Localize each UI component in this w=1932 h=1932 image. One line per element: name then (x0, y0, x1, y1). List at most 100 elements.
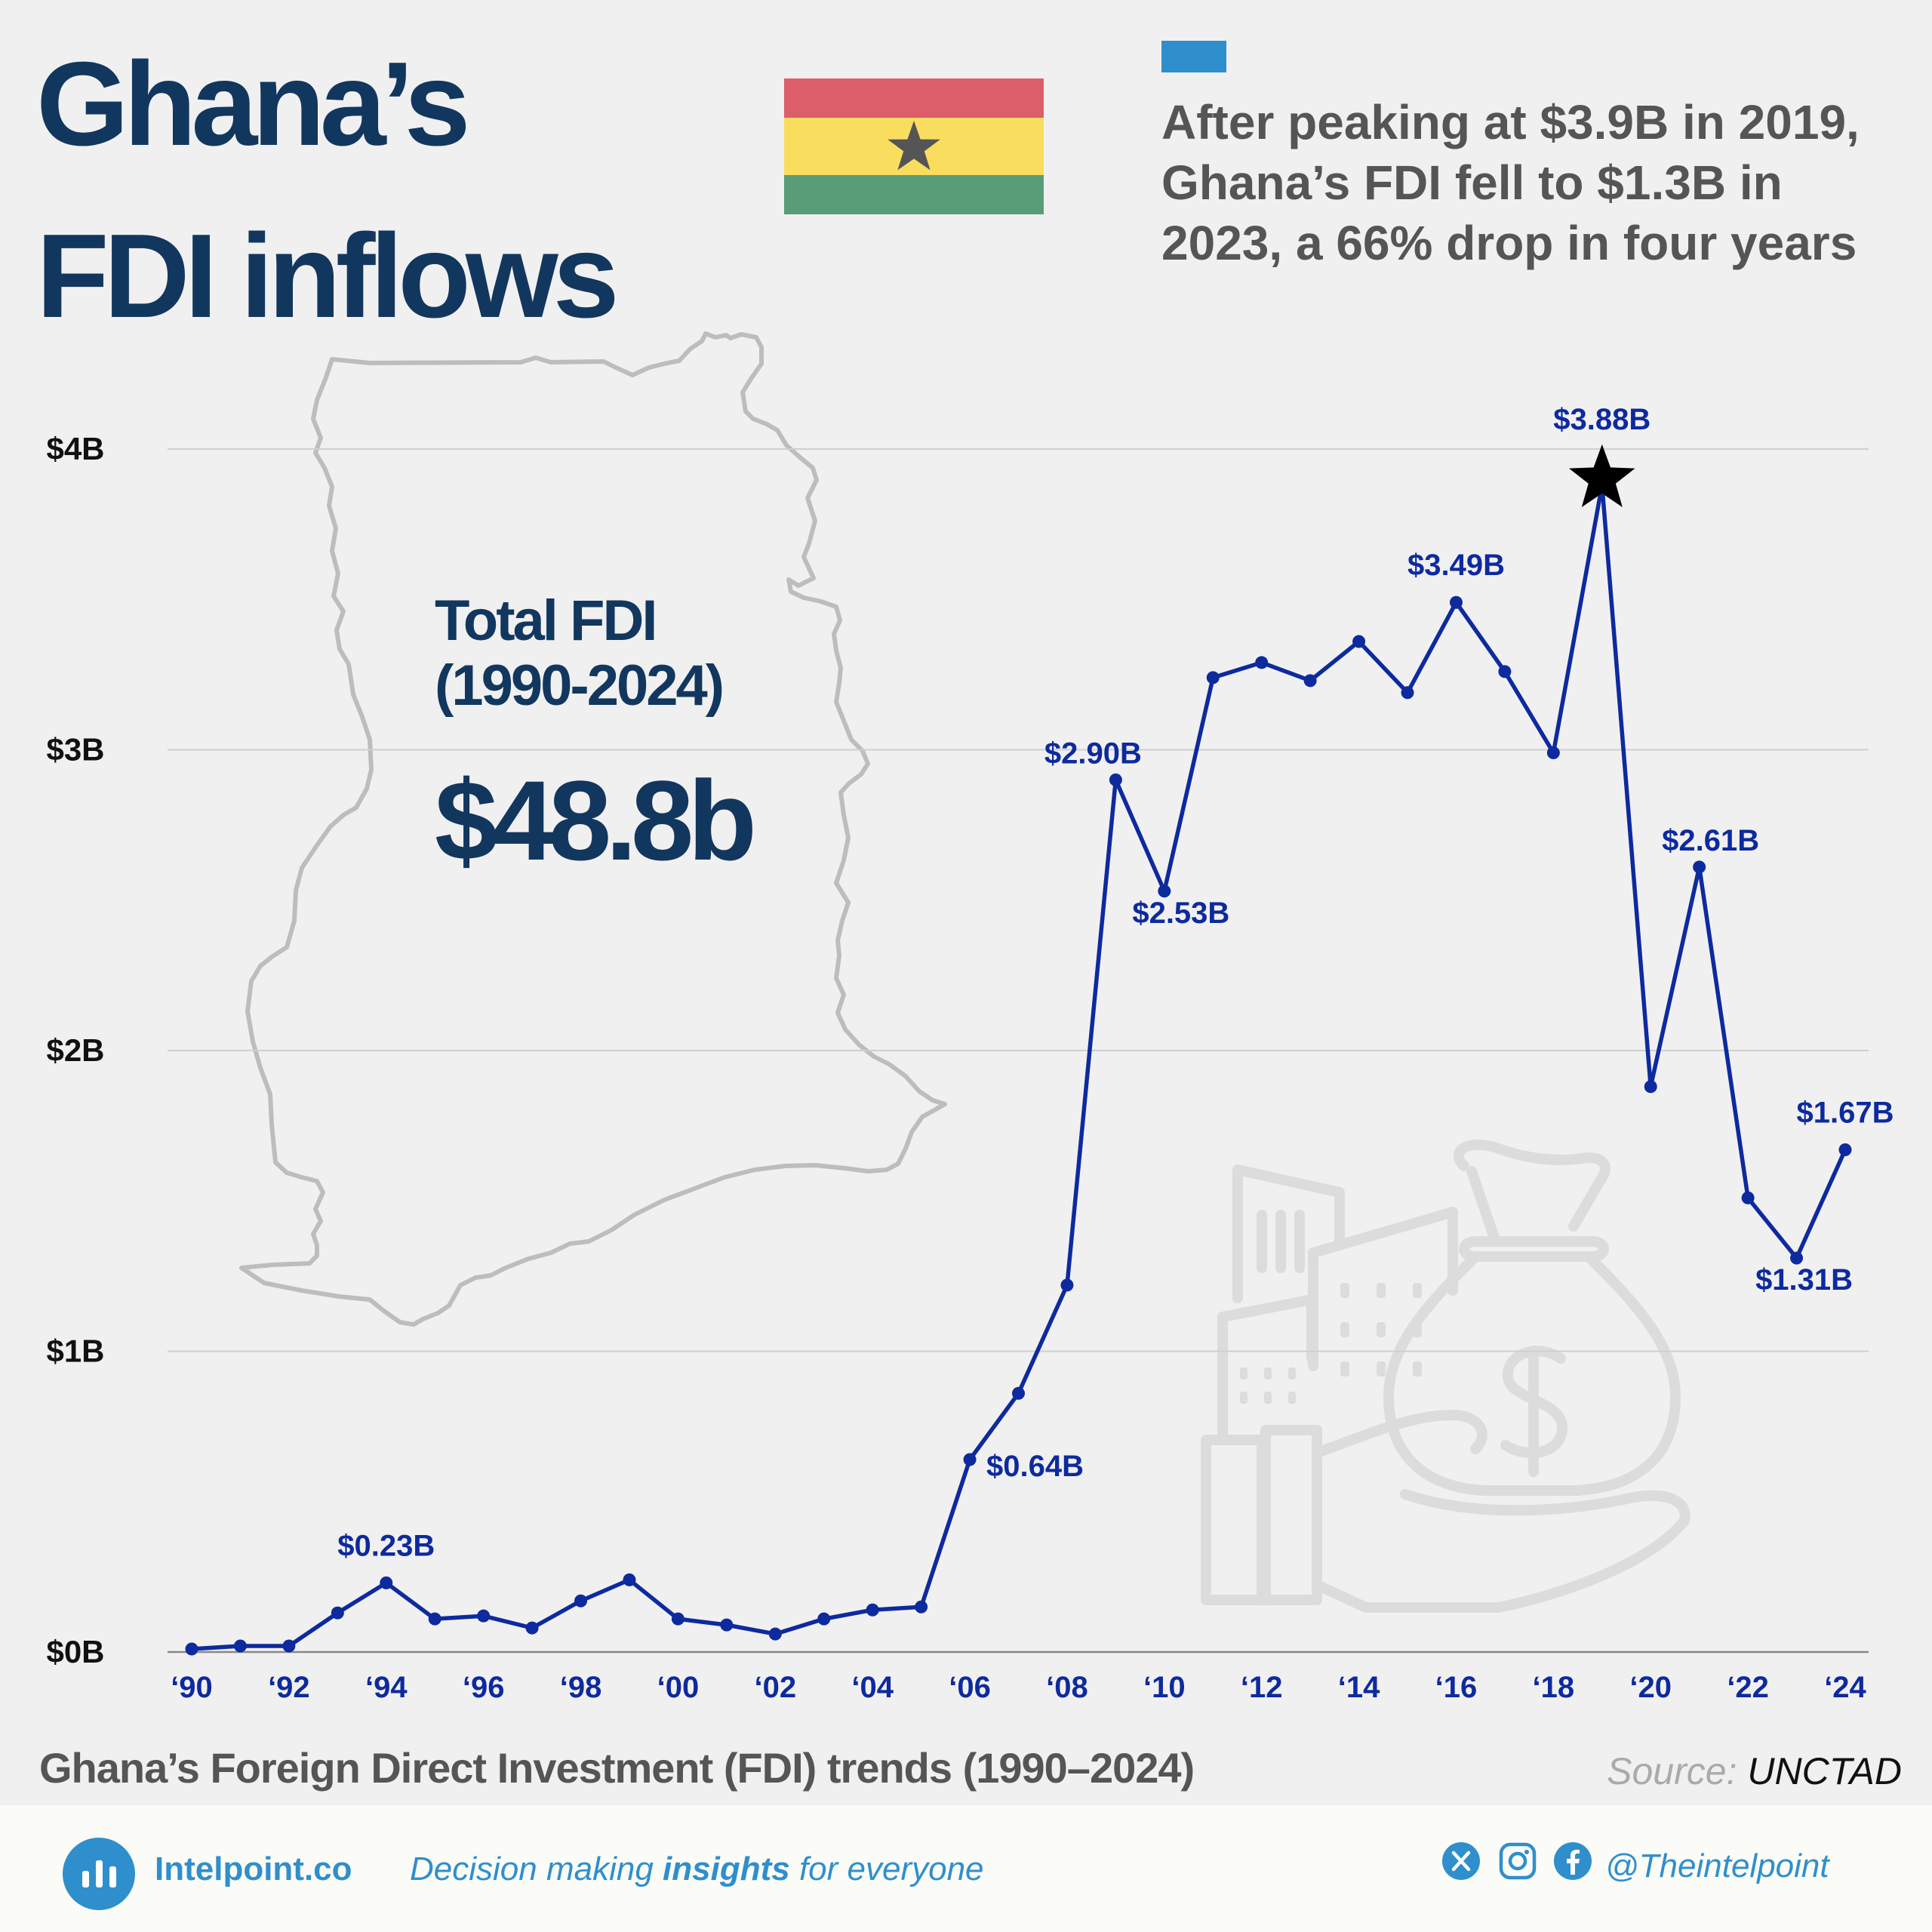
building-window (1340, 1283, 1349, 1298)
data-point (1158, 884, 1171, 898)
peak-star (1569, 444, 1635, 507)
facebook-icon[interactable] (1553, 1841, 1592, 1881)
building-window (1413, 1361, 1422, 1377)
data-label: $0.23B (337, 1529, 435, 1562)
data-point (963, 1453, 977, 1466)
data-point (1012, 1386, 1025, 1400)
y-tick-label: $4B (46, 431, 104, 466)
tagline-start: Decision making (410, 1850, 663, 1887)
legend-swatch (1161, 41, 1226, 72)
x-tick-label: ‘10 (1143, 1671, 1186, 1704)
x-tick-label: ‘06 (949, 1671, 991, 1704)
source-value: UNCTAD (1747, 1750, 1902, 1792)
data-point (477, 1609, 491, 1623)
x-tick-label: ‘16 (1435, 1671, 1478, 1704)
data-label: $1.67B (1797, 1097, 1894, 1130)
data-point (1546, 746, 1560, 759)
social-handle[interactable]: @Theintelpoint (1605, 1847, 1829, 1884)
data-point (428, 1612, 441, 1626)
building-window (1377, 1283, 1386, 1298)
data-point (525, 1621, 539, 1635)
data-point (768, 1627, 782, 1641)
footer: Intelpoint.co Decision making insights f… (0, 1805, 1932, 1932)
data-point (1498, 665, 1512, 678)
data-point (1352, 635, 1366, 648)
building-window (1340, 1361, 1349, 1377)
data-point (233, 1639, 247, 1653)
source-label: Source: (1607, 1750, 1737, 1792)
data-label: $0.64B (986, 1450, 1084, 1483)
data-point (1060, 1278, 1074, 1292)
data-point (1449, 595, 1463, 609)
chart-grid (168, 448, 1869, 1654)
building-window (1413, 1322, 1422, 1337)
data-point (1109, 773, 1122, 786)
data-label: $2.90B (1044, 737, 1142, 770)
building-window (1377, 1322, 1386, 1337)
tagline-end: for everyone (789, 1850, 984, 1887)
peak-star-icon (1569, 444, 1635, 507)
x-tick-label: ‘22 (1727, 1671, 1769, 1704)
tagline-bold: insights (663, 1850, 790, 1887)
title-line-1: Ghana’s (36, 38, 471, 171)
x-tick-label: ‘24 (1824, 1671, 1866, 1704)
data-label: $2.53B (1132, 897, 1229, 930)
data-labels: $0.23B $0.64B $2.90B $2.53B $3.49B $3.88B $2.6… (337, 403, 1894, 1563)
data-point (574, 1594, 588, 1607)
y-tick-label: $1B (46, 1334, 104, 1369)
x-axis: ‘90 ‘92 ‘94 ‘96 ‘98 ‘00 ‘02 ‘04 ‘06 ‘08 ‘10 ‘12 ‘14 ‘… (171, 1671, 1866, 1704)
data-point (866, 1603, 879, 1617)
data-point (1255, 656, 1269, 669)
data-point (1790, 1251, 1804, 1265)
total-fdi-period: (1990-2024) (435, 654, 724, 718)
instagram-icon[interactable] (1498, 1841, 1537, 1881)
building-window (1264, 1367, 1272, 1380)
source-note: Source: UNCTAD (1607, 1749, 1902, 1793)
building-window (1240, 1392, 1247, 1404)
data-points (185, 595, 1852, 1656)
title-line-2: FDI inflows (36, 210, 620, 343)
logo-bars-icon[interactable] (63, 1838, 135, 1910)
subtitle-line-2: Ghana’s FDI fell to $1.3B in (1161, 155, 1783, 210)
x-tick-label: ‘14 (1338, 1671, 1380, 1704)
total-fdi-label: Total FDI (435, 589, 657, 653)
data-point (185, 1642, 198, 1656)
y-tick-label: $2B (46, 1032, 104, 1068)
x-tick-label: ‘04 (851, 1671, 894, 1704)
data-point (1303, 674, 1317, 688)
subtitle-line-3: 2023, a 66% drop in four years (1161, 216, 1857, 270)
x-tick-label: ‘98 (560, 1671, 602, 1704)
y-axis: $0B $1B $2B $3B $4B (46, 431, 104, 1669)
data-point (817, 1612, 831, 1626)
building-window (1264, 1392, 1272, 1404)
data-point (623, 1573, 636, 1586)
x-tick-label: ‘20 (1629, 1671, 1672, 1704)
data-point (1838, 1143, 1852, 1157)
data-point (1741, 1191, 1755, 1204)
x-tick-label: ‘96 (463, 1671, 505, 1704)
x-tick-label: ‘08 (1046, 1671, 1088, 1704)
data-point (1206, 671, 1220, 685)
data-point (1401, 686, 1414, 700)
data-point (671, 1612, 685, 1626)
subtitle-line-1: After peaking at $3.9B in 2019, (1161, 95, 1860, 149)
y-tick-label: $0B (46, 1634, 104, 1669)
data-point (720, 1618, 734, 1632)
data-label: $3.88B (1553, 403, 1651, 436)
x-tick-label: ‘18 (1533, 1671, 1575, 1704)
data-point (915, 1600, 928, 1614)
building-window (1288, 1392, 1296, 1404)
x-tick-label: ‘12 (1241, 1671, 1283, 1704)
building-window (1377, 1361, 1386, 1377)
data-point (282, 1639, 296, 1653)
data-point (1693, 860, 1706, 874)
x-tick-label: ‘02 (754, 1671, 796, 1704)
building-window (1340, 1322, 1349, 1337)
x-tick-label: ‘92 (268, 1671, 310, 1704)
x-tick-label: ‘90 (171, 1671, 213, 1704)
x-icon[interactable] (1441, 1841, 1481, 1881)
brand-link[interactable]: Intelpoint.co (155, 1850, 352, 1887)
